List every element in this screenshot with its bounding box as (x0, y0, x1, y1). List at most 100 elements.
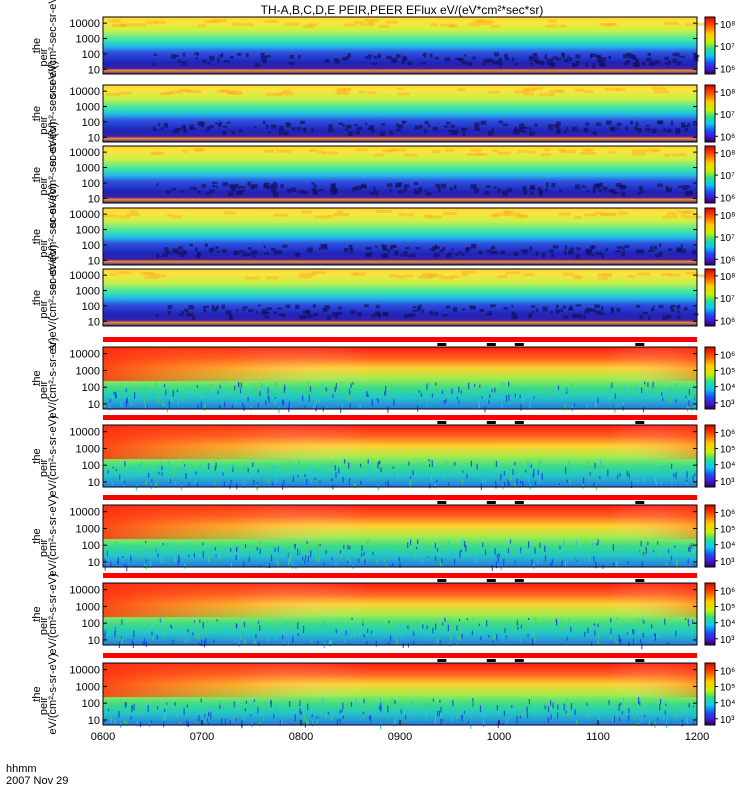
colorbar-tick-label: 10⁶ (720, 350, 735, 361)
mode-bar (103, 495, 697, 500)
low-energy-noise (103, 381, 698, 414)
x-tick-label: 0700 (190, 731, 214, 743)
colorbar-tick-label: 10³ (720, 635, 735, 646)
y-tick-label: 100 (82, 618, 100, 630)
event-marker (486, 501, 496, 504)
event-marker (437, 343, 447, 346)
y-tick-label: 10 (88, 255, 100, 267)
y-axis-ticks: 10000 1000 100 10 (69, 147, 697, 205)
low-energy-noise (104, 539, 695, 572)
colorbar-tick-label: 10⁴ (720, 619, 735, 630)
colorbar-tick-label: 10⁷ (720, 171, 735, 182)
colorbar-thb_peir: 10⁸ 10⁷ 10⁶ (704, 84, 735, 143)
y-axis-ticks: 10000 1000 100 10 (69, 86, 697, 144)
panel-thb_peir: 10000 1000 100 10 thepeirsr-eV/(cm²-sec-sr-e… (31, 61, 735, 167)
colorbar-tick-label: 10⁴ (720, 541, 735, 552)
event-marker (514, 659, 524, 662)
y-label-main: the (31, 606, 43, 621)
y-axis-ticks: 10000 1000 100 10 (69, 349, 697, 411)
plot-frame (102, 145, 698, 204)
event-marker (486, 421, 496, 424)
y-tick-label: 10000 (69, 147, 100, 159)
event-marker (437, 421, 447, 424)
y-tick-label: 1000 (76, 225, 100, 237)
colorbar-tick-label: 10⁶ (720, 193, 735, 204)
y-label-main: the (31, 370, 43, 385)
panel-thd_peir: 10000 1000 100 10 thepeirsr-eV/(cm²-sec-sr-e… (31, 184, 735, 290)
panel-tha_peir: 10000 1000 100 10 thepeirsr-eV/(cm²-sec-sr-e… (31, 0, 735, 98)
low-energy-streaks (109, 271, 713, 321)
low-energy-streaks (103, 210, 702, 259)
event-marker (514, 421, 524, 424)
colorbar-tha_peir: 10⁸ 10⁷ 10⁶ (704, 16, 735, 75)
event-marker (635, 501, 645, 504)
y-label-main: the (31, 106, 43, 121)
x-tick-label: 1000 (487, 731, 511, 743)
y-tick-label: 1000 (76, 102, 100, 114)
spectrogram-the_peir (103, 269, 697, 326)
y-label-sup: peir (38, 300, 50, 319)
y-tick-label: 100 (82, 698, 100, 710)
event-marker (635, 659, 645, 662)
spectrogram-overlay (103, 425, 697, 460)
y-tick-label: 10 (88, 316, 100, 328)
plot-frame (102, 582, 698, 646)
colorbar-tick-label: 10⁶ (720, 508, 735, 519)
y-axis-ticks: 10000 1000 100 10 (69, 427, 697, 489)
event-marker (437, 579, 447, 582)
y-label-sup: peir (38, 116, 50, 135)
x-tick-label: 1100 (586, 731, 610, 743)
plot-frame (102, 268, 698, 327)
y-label-units: eV/(cm²-s-sr-eV) (47, 653, 59, 734)
low-energy-noise (104, 617, 694, 650)
y-tick-label: 100 (82, 117, 100, 129)
y-label-units: sr-eV/(cm²-sec-sr-eV) (47, 122, 59, 228)
y-tick-label: 10000 (69, 507, 100, 519)
y-tick-label: 10000 (69, 18, 100, 30)
colorbar-tick-label: 10³ (720, 477, 735, 488)
event-marker (514, 501, 524, 504)
colorbar-tick-label: 10⁶ (720, 586, 735, 597)
spectrogram-thc_peir (103, 146, 697, 203)
colorbar-thb_peer: 10⁶ 10⁵ 10⁴ 10³ (704, 424, 735, 488)
colorbar-tick-label: 10⁸ (720, 20, 735, 31)
y-label-main: the (31, 229, 43, 244)
colorbar-tick-label: 10⁵ (720, 683, 735, 694)
y-tick-label: 100 (82, 382, 100, 394)
colorbar-tick-label: 10⁶ (720, 64, 735, 75)
y-tick-label: 1000 (76, 681, 100, 693)
y-label-units: eV/(cm²-s-sr-eV) (47, 495, 59, 576)
y-tick-label: 10 (88, 132, 100, 144)
low-energy-streaks (150, 148, 693, 197)
y-tick-label: 100 (82, 178, 100, 190)
y-tick-label: 10000 (69, 585, 100, 597)
figure-title: TH-A,B,C,D,E PEIR,PEER EFlux eV/(eV*cm²*… (261, 3, 544, 17)
y-label-sup: peir (38, 616, 50, 635)
y-label-units: sr-eV/(cm²-sec-sr-eV) (47, 184, 59, 290)
colorbar-tick-label: 10⁶ (720, 255, 735, 266)
footer-date-label: 2007 Nov 29 (6, 775, 68, 787)
x-tick-label: 0900 (388, 731, 412, 743)
y-tick-label: 10000 (69, 86, 100, 98)
plot-frame (102, 84, 698, 143)
y-label-sup: peir (38, 538, 50, 557)
spectrogram-overlay (103, 347, 697, 382)
y-label-units: eV/(cm²-s-sr-eV) (47, 573, 59, 654)
panel-the_peir: 10000 1000 100 10 thepeirsr-eV/(cm²-sec-sr-e… (31, 245, 735, 351)
y-tick-label: 1000 (76, 601, 100, 613)
spectrogram-overlay (103, 583, 697, 618)
colorbar-tick-label: 10³ (720, 715, 735, 726)
event-marker (514, 579, 524, 582)
y-tick-label: 1000 (76, 286, 100, 298)
colorbar-tick-label: 10⁶ (720, 132, 735, 143)
low-energy-streaks (106, 87, 698, 137)
colorbar-tick-label: 10³ (720, 399, 735, 410)
x-tick-label: 0600 (91, 731, 115, 743)
y-label-main: the (31, 167, 43, 182)
